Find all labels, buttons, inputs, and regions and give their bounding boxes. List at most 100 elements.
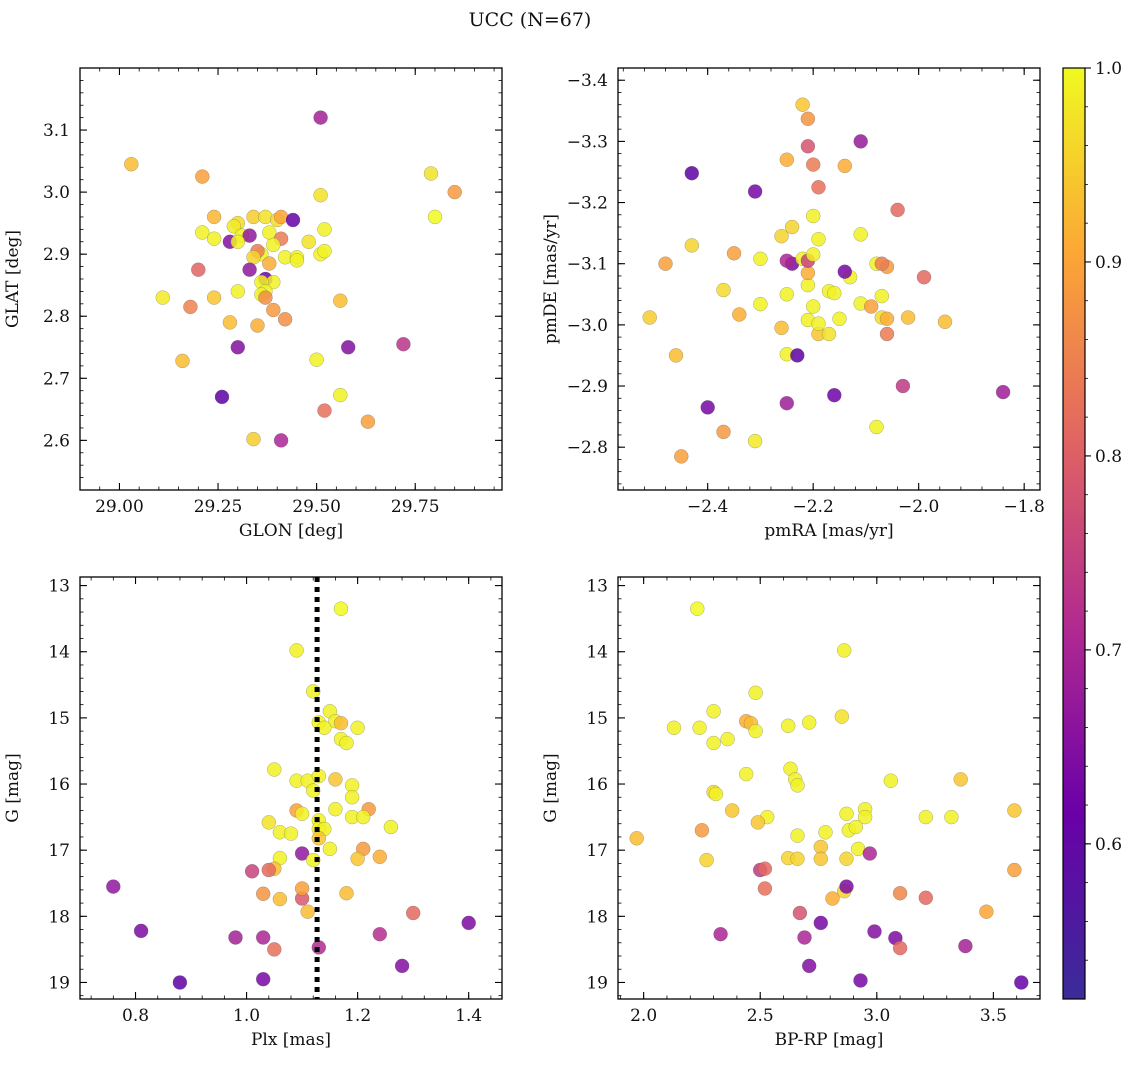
scatter-point <box>674 449 689 464</box>
scatter-point <box>289 253 305 268</box>
scatter-point <box>317 403 332 418</box>
scatter-point <box>797 930 812 945</box>
scatter-point <box>779 152 794 167</box>
scatter-point <box>839 806 854 821</box>
panel-parallax-magnitude: 0.8 1.0 1.2 1.4 13 14 15 16 17 18 19 Plx [mas] G [ma… <box>3 576 503 1050</box>
scatter-point <box>753 251 768 266</box>
scatter-point <box>879 311 895 326</box>
scatter-point <box>206 231 222 246</box>
scatter-point <box>191 262 206 277</box>
scatter-point <box>106 879 121 894</box>
panel-proper-motion: −2.4 −2.2 −2.0 −1.8 −3.4 −3.3 −3.2 −3.1 −3.0 −2.9… <box>541 67 1045 541</box>
scatter-point <box>339 735 354 751</box>
scatter-point <box>706 735 721 751</box>
scatter-point <box>813 915 828 931</box>
scatter-point <box>273 433 289 448</box>
colorbar-tick-label: 0.6 <box>1095 835 1122 855</box>
scatter-point <box>757 881 773 896</box>
scatter-point <box>261 862 276 878</box>
scatter-point <box>813 851 828 866</box>
scatter-point <box>642 310 657 325</box>
scatter-point <box>1007 803 1022 818</box>
scatter-point <box>869 419 884 435</box>
scatter-point <box>779 287 794 302</box>
scatter-point <box>792 905 808 921</box>
scatter-point <box>800 277 816 293</box>
scatter-point <box>892 940 908 956</box>
scatter-point <box>806 157 821 172</box>
scatter-point <box>230 234 246 250</box>
scatter-point <box>222 315 238 330</box>
scatter-point <box>892 886 908 901</box>
scatter-point <box>732 307 747 322</box>
scatter-point <box>339 886 354 901</box>
scatter-point <box>684 238 699 253</box>
scatter-point <box>779 253 794 268</box>
scatter-point <box>317 222 332 237</box>
scatter-point <box>666 720 682 735</box>
scatter-point <box>811 316 826 331</box>
scatter-point <box>447 184 462 200</box>
x-tick-label: 29.75 <box>391 497 440 517</box>
scatter-point <box>350 851 365 866</box>
scatter-point <box>333 601 349 616</box>
scatter-point <box>739 766 754 782</box>
y-tick-label: 16 <box>48 775 70 795</box>
x-tick-label: −1.8 <box>1004 497 1045 517</box>
x-tick-label: 2.5 <box>747 1006 774 1026</box>
y-tick-label: 19 <box>48 973 70 993</box>
axes-frame <box>617 576 1041 1000</box>
x-tick-label: −2.2 <box>793 497 834 517</box>
scatter-point <box>748 723 763 739</box>
scatter-point <box>256 972 271 987</box>
scatter-point <box>356 809 371 825</box>
y-tick-label: 13 <box>48 577 70 597</box>
scatter-point <box>774 320 789 336</box>
scatter-point <box>341 340 356 355</box>
scatter-point <box>790 348 805 363</box>
scatter-point <box>360 414 376 429</box>
x-tick-label: −2.4 <box>687 497 728 517</box>
y-tick-label: −2.8 <box>567 438 608 458</box>
scatter-point <box>333 716 349 731</box>
scatter-point <box>195 225 210 240</box>
scatter-point <box>857 809 873 825</box>
panel-color-magnitude: 2.0 2.5 3.0 3.5 13 14 15 16 17 18 19 BP-RP [mag] G [… <box>541 576 1041 1050</box>
x-tick-label: 29.25 <box>194 497 243 517</box>
scatter-point <box>294 806 310 821</box>
scatter-point <box>230 340 246 355</box>
y-tick-label: 3.0 <box>43 183 70 203</box>
scatter-point <box>944 809 959 825</box>
scatter-point <box>690 601 705 616</box>
figure-title: UCC (N=67) <box>469 9 592 31</box>
scatter-point <box>747 184 763 199</box>
scatter-point <box>692 720 707 735</box>
scatter-point <box>668 348 684 363</box>
scatter-point <box>806 208 821 224</box>
x-axis-label: GLON [deg] <box>239 521 343 541</box>
scatter-point <box>1014 975 1029 990</box>
scatter-point <box>784 219 800 235</box>
scatter-point <box>800 139 816 154</box>
scatter-point <box>383 819 399 835</box>
scatter-point <box>864 299 879 314</box>
x-tick-label: 29.50 <box>292 497 341 517</box>
scatter-point <box>726 246 742 261</box>
scatter-point <box>750 815 766 830</box>
scatter-point <box>285 212 301 228</box>
scatter-point <box>124 156 139 172</box>
scatter-point <box>781 718 796 733</box>
scatter-point <box>317 243 332 259</box>
scatter-point <box>874 256 889 271</box>
scatter-point <box>834 709 849 724</box>
scatter-point <box>757 861 773 876</box>
y-tick-label: 2.6 <box>43 431 70 451</box>
colorbar-gradient <box>1062 67 1086 1000</box>
scatter-point <box>155 290 171 305</box>
scatter-point <box>394 958 410 974</box>
axes-frame <box>617 67 1041 491</box>
scatter-point <box>267 762 282 777</box>
scatter-point <box>300 904 315 919</box>
scatter-point <box>684 165 699 181</box>
